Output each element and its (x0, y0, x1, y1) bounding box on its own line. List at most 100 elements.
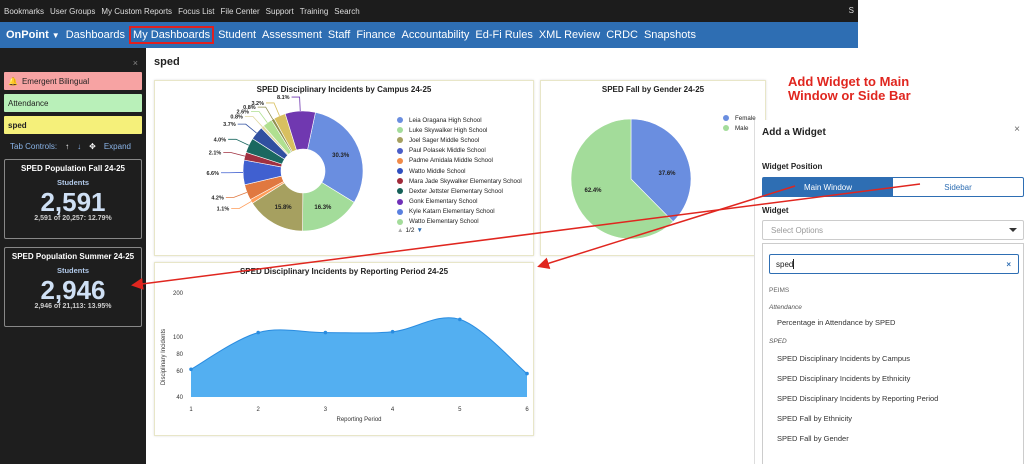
legend-item[interactable]: Kyle Katarn Elementary School (397, 207, 522, 217)
legend-item[interactable]: Dexter Jettster Elementary School (397, 186, 522, 196)
x-tick-label: 2 (257, 407, 261, 413)
topbar-user-groups[interactable]: User Groups (50, 6, 96, 16)
x-tick-label: 5 (458, 407, 462, 413)
nav-dashboards[interactable]: Dashboards (65, 29, 126, 41)
y-tick-label: 200 (173, 291, 184, 297)
widget-search-input[interactable]: sped × (769, 254, 1019, 274)
nav-crdc[interactable]: CRDC (606, 29, 638, 41)
nav-brand-onpoint[interactable]: OnPoint ▼ (6, 29, 60, 41)
stat-detail: 2,591 of 20,257: 12.79% (34, 215, 112, 222)
pie-slice-13 (284, 110, 316, 151)
clear-search-icon[interactable]: × (1006, 260, 1011, 269)
topbar-my-custom-reports[interactable]: My Custom Reports (101, 6, 173, 16)
nav-assessment[interactable]: Assessment (262, 29, 322, 41)
arrow-up-icon[interactable]: ↑ (65, 142, 70, 151)
legend-label: Dexter Jettster Elementary School (409, 187, 503, 195)
chart-card-gender[interactable]: SPED Fall by Gender 24-25 37.6% 62.4% Fem… (540, 80, 766, 256)
option-item[interactable]: SPED Disciplinary Incidents by Campus (777, 354, 910, 363)
stat-card-sped-fall[interactable]: SPED Population Fall 24-25 Students 2,59… (4, 159, 142, 239)
y-tick-label: 100 (173, 335, 184, 341)
option-item[interactable]: SPED Fall by Gender (777, 434, 849, 443)
widget-position-label: Widget Position (762, 162, 823, 171)
topbar-focus-list[interactable]: Focus List (178, 6, 215, 16)
slice-label-12: 3.2% (251, 101, 264, 107)
caret-down-icon: ▼ (51, 30, 60, 40)
close-icon[interactable]: × (1014, 124, 1020, 135)
slice-leader-13 (291, 96, 301, 112)
sidebar-tab-label: sped (8, 120, 27, 130)
legend-item[interactable]: Watto Elementary School (397, 217, 522, 227)
nav-finance[interactable]: Finance (356, 29, 396, 41)
option-item[interactable]: SPED Disciplinary Incidents by Ethnicity (777, 374, 911, 383)
annotation-line-2: Window or Side Bar (788, 88, 911, 103)
pager-prev-icon[interactable]: ▲ (397, 227, 404, 234)
legend-pager[interactable]: ▲ 1/2 ▼ (397, 227, 423, 234)
slice-leader-4 (225, 192, 248, 198)
text-cursor (793, 259, 795, 269)
sidebar-tab-sped[interactable]: sped (4, 116, 142, 134)
legend-item[interactable]: Paul Polasek Middle School (397, 146, 522, 156)
widget-search-value: sped (776, 259, 794, 269)
bell-icon: 🔔 (8, 76, 18, 86)
legend-item[interactable]: Joel Sager Middle School (397, 135, 522, 145)
nav-my-dashboards[interactable]: My Dashboards (129, 26, 215, 44)
legend-item[interactable]: Leia Oragana High School (397, 115, 522, 125)
chart-card-reporting-period[interactable]: SPED Disciplinary Incidents by Reporting… (154, 262, 534, 436)
legend-item[interactable]: Male (723, 123, 756, 133)
pager-next-icon[interactable]: ▼ (416, 227, 423, 234)
widget-dropdown: sped × PEIMS Attendance Percentage in At… (762, 243, 1024, 464)
nav-student[interactable]: Student (218, 29, 256, 41)
option-item[interactable]: SPED Fall by Ethnicity (777, 414, 853, 423)
sidebar-tab-label: Emergent Bilingual (21, 76, 90, 86)
legend-item[interactable]: Luke Skywalker High School (397, 125, 522, 135)
nav-xml-review[interactable]: XML Review (538, 29, 601, 41)
sidebar-tab-emergent-bilingual[interactable]: 🔔 Emergent Bilingual (4, 72, 142, 90)
dashboard-title: sped (154, 56, 180, 68)
slice-label-6: 2.1% (209, 151, 222, 157)
topbar-bookmarks[interactable]: Bookmarks (4, 6, 45, 16)
expand-icon[interactable]: ✥ (89, 142, 96, 151)
legend-swatch (397, 117, 403, 124)
topbar-training[interactable]: Training (299, 6, 329, 16)
chart-title: SPED Fall by Gender 24-25 (601, 85, 705, 94)
slice-label-0: 37.6% (658, 171, 676, 177)
topbar-search[interactable]: Search (334, 6, 360, 16)
position-sidebar-button[interactable]: Sidebar (944, 182, 972, 192)
widget-label: Widget (762, 206, 789, 215)
data-point-1 (256, 330, 260, 335)
widget-position-toggle: Main Window Sidebar (762, 177, 1024, 197)
topbar-user-initial[interactable]: S (848, 6, 854, 15)
stat-detail: 2,946 of 21,113: 13.95% (34, 303, 112, 310)
nav-snapshots[interactable]: Snapshots (643, 29, 696, 41)
arrow-down-icon[interactable]: ↓ (77, 142, 82, 151)
slice-label-3: 1.1% (217, 207, 230, 213)
stat-card-sped-summer[interactable]: SPED Population Summer 24-25 Students 2,… (4, 247, 142, 327)
slice-leader-7 (228, 138, 249, 146)
legend-item[interactable]: Mara Jade Skywalker Elementary School (397, 176, 522, 186)
topbar-support[interactable]: Support (265, 6, 294, 16)
nav-ed-fi-rules[interactable]: Ed-Fi Rules (475, 29, 533, 41)
slice-leader-8 (237, 123, 257, 134)
sidebar-tab-attendance[interactable]: Attendance (4, 94, 142, 112)
sidebar-close-icon[interactable]: × (132, 58, 138, 68)
legend-item[interactable]: Gonk Elementary School (397, 197, 522, 207)
option-item[interactable]: Percentage in Attendance by SPED (777, 318, 896, 327)
nav-staff[interactable]: Staff (327, 29, 351, 41)
x-tick-label: 4 (391, 407, 395, 413)
chart-card-campus[interactable]: SPED Disciplinary Incidents by Campus 24… (154, 80, 534, 256)
legend-item[interactable]: Padme Amidala Middle School (397, 156, 522, 166)
legend-swatch (397, 188, 403, 195)
legend-swatch (397, 127, 403, 134)
widget-select[interactable]: Select Options (762, 220, 1024, 240)
position-main-window-button[interactable]: Main Window (763, 178, 893, 196)
nav-accountability[interactable]: Accountability (401, 29, 470, 41)
slice-label-1: 16.3% (314, 205, 332, 211)
legend-item[interactable]: Watto Middle School (397, 166, 522, 176)
expand-link[interactable]: Expand (103, 142, 131, 151)
option-subgroup-sped: SPED (769, 338, 787, 345)
legend-swatch (723, 125, 729, 132)
legend-item[interactable]: Female (723, 113, 756, 123)
top-utility-bar: Bookmarks User Groups My Custom Reports … (0, 0, 858, 22)
topbar-file-center[interactable]: File Center (220, 6, 260, 16)
option-item[interactable]: SPED Disciplinary Incidents by Reporting… (777, 394, 939, 403)
